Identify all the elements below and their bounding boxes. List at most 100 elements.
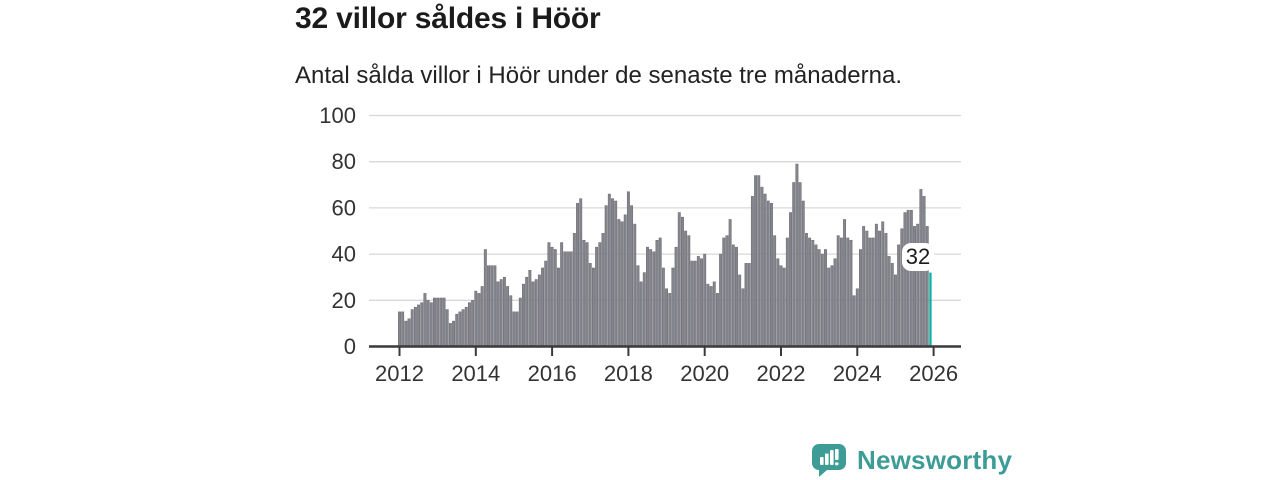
- bar: [779, 265, 783, 347]
- bar: [563, 251, 567, 347]
- bar: [544, 260, 548, 347]
- bar: [760, 186, 764, 347]
- bar: [773, 235, 777, 347]
- bar: [661, 267, 665, 347]
- bar: [541, 267, 545, 347]
- brand-logo: Newsworthy: [812, 443, 1012, 477]
- bar: [560, 242, 564, 347]
- bar: [897, 244, 901, 347]
- bar: [620, 221, 624, 347]
- newsworthy-logo-icon: [812, 444, 846, 477]
- bar: [766, 200, 770, 347]
- bar: [836, 235, 840, 347]
- bar: [433, 297, 436, 347]
- brand-name: Newsworthy: [857, 444, 1013, 475]
- bar: [871, 237, 875, 347]
- y-tick-label: 100: [319, 103, 356, 128]
- bar: [776, 258, 780, 347]
- bar: [693, 260, 697, 347]
- bar: [744, 263, 748, 347]
- bar: [741, 288, 745, 347]
- bar: [795, 163, 799, 347]
- bar: [827, 267, 831, 347]
- bar: [452, 320, 456, 347]
- bar: [690, 260, 694, 347]
- bar: [496, 281, 500, 347]
- bar: [738, 274, 742, 347]
- bar: [747, 263, 751, 347]
- bar: [401, 311, 405, 347]
- bar: [445, 309, 449, 347]
- bar: [855, 288, 859, 347]
- bar: [636, 265, 640, 347]
- bar: [700, 258, 703, 347]
- bar: [461, 309, 465, 347]
- bar: [611, 198, 614, 347]
- bar: [824, 249, 827, 347]
- x-axis-ticks: [398, 346, 935, 356]
- bar: [493, 265, 497, 347]
- bar: [588, 263, 592, 347]
- bar: [448, 323, 452, 347]
- bar: [483, 249, 487, 347]
- chart-subtitle: Antal sålda villor i Höör under de senas…: [295, 62, 903, 89]
- bar: [436, 297, 440, 347]
- bar: [490, 265, 494, 347]
- bar: [865, 230, 869, 347]
- bar: [681, 216, 684, 347]
- bar: [849, 239, 853, 347]
- bar: [712, 281, 716, 347]
- bar: [595, 246, 599, 347]
- bar: [874, 223, 878, 347]
- bar: [499, 279, 503, 347]
- bar: [909, 209, 913, 347]
- bar: [817, 249, 821, 347]
- x-tick-label: 2016: [528, 361, 577, 386]
- x-tick-label: 2022: [757, 361, 806, 386]
- x-tick-label: 2014: [451, 361, 500, 386]
- bar: [677, 212, 681, 347]
- highlighted-bar: [929, 272, 932, 347]
- x-tick-label: 2018: [604, 361, 653, 386]
- bar: [553, 249, 557, 347]
- bar: [843, 219, 847, 347]
- bar: [487, 265, 490, 347]
- bar: [639, 281, 643, 347]
- bar: [417, 304, 421, 347]
- bar: [646, 246, 649, 347]
- bar: [413, 306, 417, 347]
- bar: [789, 212, 792, 347]
- bar: [814, 244, 818, 347]
- bar: [550, 246, 554, 347]
- bar: [518, 297, 522, 347]
- bar: [725, 235, 729, 347]
- bar: [474, 290, 478, 347]
- bar: [420, 302, 424, 347]
- y-tick-label: 40: [332, 242, 356, 267]
- bar: [696, 256, 700, 347]
- bar: [735, 246, 738, 347]
- bar: [515, 311, 519, 347]
- bar: [649, 249, 653, 347]
- bar: [719, 253, 723, 347]
- bar: [442, 297, 446, 347]
- y-tick-label: 80: [332, 149, 356, 174]
- bar: [534, 279, 538, 347]
- bars: [398, 163, 932, 347]
- bar: [591, 267, 595, 347]
- bar: [598, 242, 602, 347]
- bar: [903, 212, 907, 347]
- bar: [566, 251, 570, 347]
- bar: [839, 237, 843, 347]
- bar: [464, 306, 468, 347]
- bar: [671, 267, 675, 347]
- bar: [623, 214, 627, 347]
- bar: [804, 233, 808, 347]
- bar: [426, 300, 430, 347]
- bar: [617, 219, 621, 347]
- bar: [522, 283, 525, 347]
- bar: [830, 265, 834, 347]
- bar: [439, 297, 443, 347]
- bar: [423, 293, 427, 347]
